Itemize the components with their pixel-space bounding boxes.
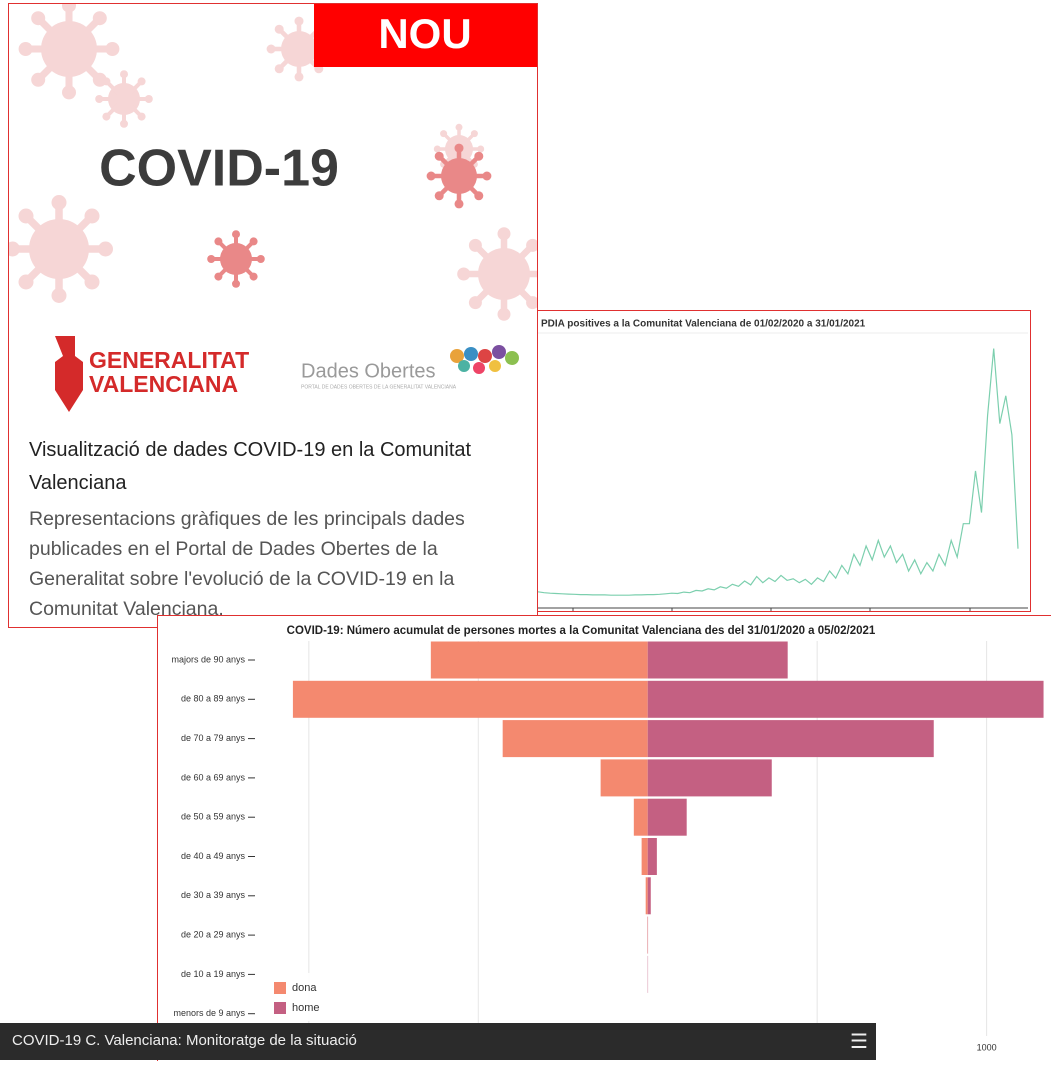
- card-description: Representacions gràfiques de les princip…: [29, 504, 529, 624]
- footer-title: COVID-19 C. Valenciana: Monitoratge de l…: [12, 1032, 357, 1049]
- y-tick-label: de 40 a 49 anys: [181, 851, 246, 861]
- y-tick-label: de 30 a 39 anys: [181, 890, 246, 900]
- bar: [431, 642, 648, 679]
- y-tick-label: de 10 a 19 anys: [181, 969, 246, 979]
- line-panel: PDIA positives a la Comunitat Valenciana…: [538, 310, 1031, 612]
- chart-title: COVID-19: Número acumulat de persones mo…: [287, 625, 876, 637]
- bar-panel: COVID-19: Número acumulat de persones mo…: [157, 615, 1051, 1061]
- page: NOU COVID-19 GENERALITAT VALENCIANA Dade…: [0, 0, 1051, 1060]
- y-tick-label: menors de 9 anys: [173, 1008, 245, 1018]
- bar: [648, 759, 772, 796]
- legend-swatch: [274, 982, 286, 994]
- line-chart: PDIA positives a la Comunitat Valenciana…: [538, 311, 1030, 611]
- pyramid-chart: COVID-19: Número acumulat de persones mo…: [158, 616, 1051, 1061]
- footer-bar: COVID-19 C. Valenciana: Monitoratge de l…: [0, 1023, 876, 1060]
- logo2-text: Dades Obertes: [301, 360, 436, 382]
- card-title: Visualització de dades COVID-19 en la Co…: [29, 434, 519, 500]
- y-tick-label: de 70 a 79 anys: [181, 733, 246, 743]
- bar: [648, 838, 657, 875]
- image-title: COVID-19: [99, 140, 339, 198]
- bar: [634, 799, 648, 836]
- card-image: NOU COVID-19 GENERALITAT VALENCIANA Dade…: [9, 4, 537, 424]
- logo-crest: [55, 336, 83, 412]
- bar: [646, 877, 648, 914]
- card[interactable]: NOU COVID-19 GENERALITAT VALENCIANA Dade…: [8, 3, 538, 628]
- y-tick-label: de 80 a 89 anys: [181, 694, 246, 704]
- x-tick-label: 1000: [977, 1042, 997, 1052]
- logo2-bubbles: [450, 345, 519, 374]
- logo2-sub: PORTAL DE DADES OBERTES DE LA GENERALITA…: [301, 384, 457, 390]
- y-tick-label: de 50 a 59 anys: [181, 812, 246, 822]
- bar: [601, 759, 648, 796]
- y-tick-label: majors de 90 anys: [171, 654, 245, 664]
- y-tick-label: de 20 a 29 anys: [181, 929, 246, 939]
- bar: [503, 720, 648, 757]
- logo-text: GENERALITAT: [89, 347, 249, 373]
- bar: [648, 799, 687, 836]
- bar: [648, 681, 1044, 718]
- bar: [648, 877, 651, 914]
- legend-label: home: [292, 1002, 320, 1014]
- legend-swatch: [274, 1002, 286, 1014]
- bar: [648, 642, 788, 679]
- chart-title: PDIA positives a la Comunitat Valenciana…: [541, 319, 866, 330]
- badge: NOU: [378, 10, 471, 57]
- data-line: [538, 349, 1018, 596]
- logo-text: VALENCIANA: [89, 371, 238, 397]
- bar: [293, 681, 648, 718]
- menu-button[interactable]: ☰: [850, 1029, 868, 1054]
- bar: [648, 720, 934, 757]
- y-tick-label: de 60 a 69 anys: [181, 772, 246, 782]
- bar: [642, 838, 648, 875]
- legend-label: dona: [292, 982, 317, 994]
